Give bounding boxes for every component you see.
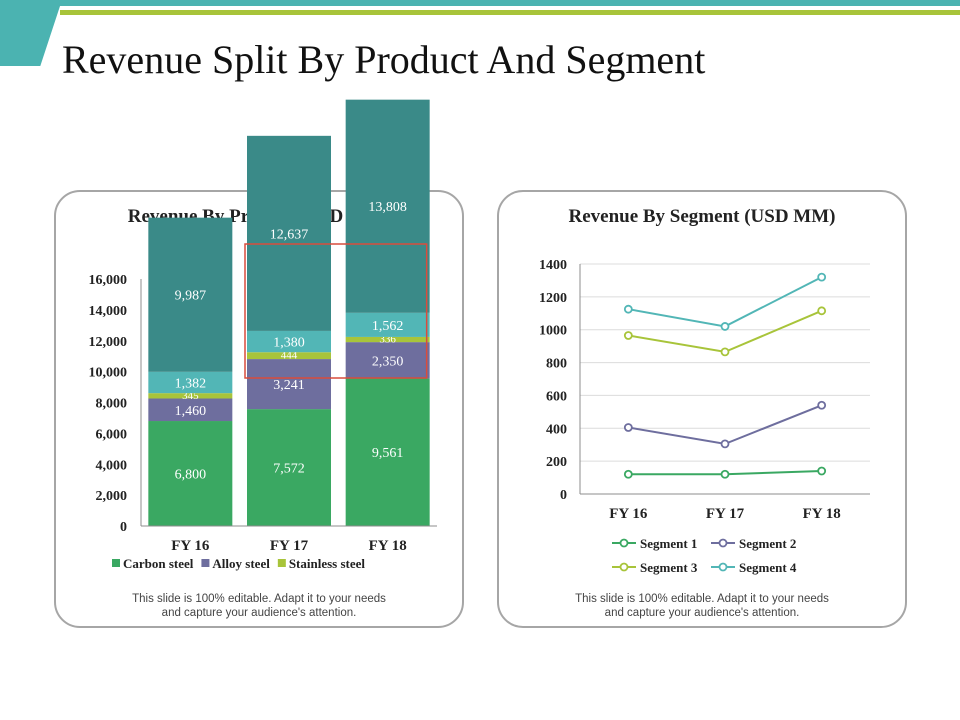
y-tick-label: 4,000 [96, 458, 128, 473]
y-tick-label: 10,000 [89, 366, 128, 381]
bar-segment [247, 135, 331, 331]
slide-title: Revenue Split By Product And Segment [62, 37, 706, 82]
bar-segment [345, 312, 430, 337]
bar-data-label: 9,987 [175, 289, 207, 304]
legend-label: Carbon steel [123, 556, 194, 571]
bar-segment [148, 217, 233, 372]
y-tick-label: 16,000 [89, 273, 128, 288]
bar-segment [148, 421, 233, 526]
data-point [720, 322, 730, 331]
data-point [623, 469, 633, 479]
green-accent-bar [60, 10, 960, 15]
product-note-line1: This slide is 100% editable. Adapt it to… [132, 593, 386, 605]
bar-data-label: 6,800 [175, 468, 207, 483]
legend-label: Segment 3 [640, 560, 698, 575]
y-tick-label: 600 [546, 389, 567, 404]
bar-data-label: 1,460 [175, 404, 207, 419]
x-tick-label: FY 18 [369, 538, 407, 554]
segment-note-line2: and capture your audience's attention. [604, 607, 800, 619]
bar-segment [148, 393, 233, 399]
bar-data-label: 1,562 [372, 319, 404, 334]
segment-note-line1: This slide is 100% editable. Adapt it to… [575, 593, 829, 605]
data-point [623, 423, 633, 432]
bar-data-label: 7,572 [273, 462, 305, 477]
bar-segment [345, 342, 430, 379]
bar-data-label: 12,637 [270, 227, 309, 242]
segment-card-note: This slide is 100% editable. Adapt it to… [499, 592, 905, 620]
series-line [628, 404, 823, 445]
bar-data-label: 3,241 [273, 378, 305, 393]
series-line [628, 276, 823, 328]
bar-data-label: 1,380 [273, 336, 305, 351]
y-tick-label: 1400 [539, 258, 567, 273]
y-tick-label: 2,000 [96, 489, 128, 504]
x-tick-label: FY 16 [171, 538, 210, 554]
legend-label: Stainless steel [289, 556, 366, 571]
bar-segment [247, 409, 331, 526]
data-point [623, 331, 633, 340]
bar-segment [345, 336, 430, 343]
y-tick-label: 400 [546, 422, 567, 437]
legend-label: Alloy steel [212, 556, 270, 571]
legend-marker [718, 538, 728, 548]
data-point [817, 466, 827, 476]
y-tick-label: 0 [560, 488, 567, 503]
segment-chart-title: Revenue By Segment (USD MM) [568, 206, 836, 227]
data-point [817, 400, 827, 410]
y-tick-label: 6,000 [96, 427, 128, 442]
bar-data-label: 444 [281, 350, 298, 362]
y-tick-label: 0 [120, 520, 127, 535]
y-tick-label: 8,000 [96, 397, 128, 412]
segment-chart-card: Revenue By Segment (USD MM) This slide i… [497, 190, 907, 628]
bar-segment [247, 330, 331, 353]
y-tick-label: 800 [546, 357, 567, 372]
x-tick-label: FY 17 [706, 506, 745, 522]
legend-label: Segment 1 [640, 536, 697, 551]
bar-segment [247, 352, 331, 360]
highlight-box [244, 243, 428, 379]
legend-marker [619, 538, 629, 548]
top-accent-bar [0, 0, 960, 6]
legend-label: Segment 2 [739, 536, 796, 551]
bar-data-label: 9,561 [372, 446, 404, 461]
series-line [628, 309, 823, 353]
y-tick-label: 1000 [539, 324, 567, 339]
legend-marker [718, 562, 728, 572]
product-card-note: This slide is 100% editable. Adapt it to… [56, 592, 462, 620]
x-tick-label: FY 16 [609, 506, 648, 522]
bar-segment [148, 371, 233, 394]
legend-swatch [201, 559, 210, 567]
bar-segment [148, 398, 233, 422]
bar-segment [345, 378, 430, 526]
bar-segment [345, 99, 430, 313]
data-point [720, 439, 730, 449]
y-tick-label: 1200 [539, 291, 567, 306]
legend-marker [619, 562, 629, 572]
bar-data-label: 13,808 [368, 200, 407, 215]
data-point [817, 306, 827, 316]
legend-swatch [277, 559, 286, 567]
y-tick-label: 200 [546, 455, 567, 470]
legend-label: Segment 4 [739, 560, 797, 575]
x-tick-label: FY 17 [270, 538, 309, 554]
data-point [817, 272, 827, 282]
x-tick-label: FY 18 [803, 506, 841, 522]
data-point [720, 347, 730, 357]
data-point [720, 469, 730, 479]
product-note-line2: and capture your audience's attention. [161, 607, 357, 619]
bar-segment [247, 359, 331, 410]
y-tick-label: 12,000 [89, 335, 128, 350]
y-tick-label: 14,000 [89, 304, 128, 319]
bar-data-label: 2,350 [372, 354, 404, 369]
bar-data-label: 1,382 [175, 376, 207, 391]
data-point [623, 304, 633, 314]
legend-swatch [112, 559, 120, 567]
